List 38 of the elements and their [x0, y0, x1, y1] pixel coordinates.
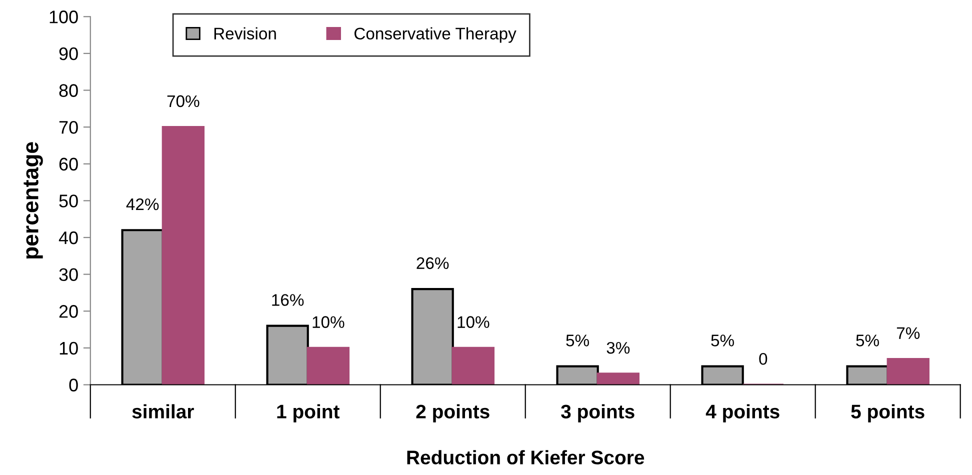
- bar: [306, 346, 350, 385]
- data-label: 3%: [606, 342, 630, 354]
- y-tick-label: 0: [69, 378, 78, 392]
- y-tick-label: 10: [60, 342, 78, 355]
- data-label: 5%: [566, 334, 590, 346]
- y-tick-label: 30: [59, 268, 78, 282]
- data-label: 70%: [167, 95, 200, 108]
- x-axis-title: Reduction of Kiefer Score: [407, 450, 644, 464]
- data-label: 0: [759, 352, 768, 365]
- x-tick-label: similar: [132, 404, 194, 418]
- x-tick-label: 1 point: [277, 404, 340, 422]
- y-tick-label: 20: [59, 305, 78, 318]
- data-label: 7%: [896, 327, 920, 339]
- data-label: 26%: [416, 257, 449, 270]
- y-tick-label: 60: [59, 158, 78, 171]
- bar: [452, 346, 495, 385]
- data-label: 5%: [711, 334, 734, 346]
- x-tick-label: 3 points: [561, 404, 634, 422]
- data-label: 10%: [458, 316, 490, 328]
- bar: [886, 358, 930, 385]
- data-label: 10%: [312, 316, 344, 328]
- y-tick-label: 100: [50, 10, 78, 24]
- x-tick-label: 4 points: [706, 404, 780, 422]
- bar: [162, 126, 205, 385]
- y-tick-label: 80: [59, 84, 78, 97]
- y-tick-label: 50: [59, 194, 78, 208]
- y-tick-label: 70: [59, 120, 78, 134]
- legend-label: Revision: [214, 27, 276, 40]
- y-tick-label: 40: [58, 231, 78, 244]
- x-tick-label: 2 points: [416, 404, 490, 422]
- x-tick-label: 5 points: [851, 404, 924, 422]
- bar: [596, 372, 640, 385]
- y-axis-title: percentage: [24, 142, 43, 258]
- data-label: 42%: [126, 198, 159, 210]
- data-label: 5%: [856, 334, 879, 346]
- legend-label: Conservative Therapy: [354, 27, 516, 43]
- data-label: 16%: [272, 294, 304, 306]
- y-tick-label: 90: [59, 47, 78, 60]
